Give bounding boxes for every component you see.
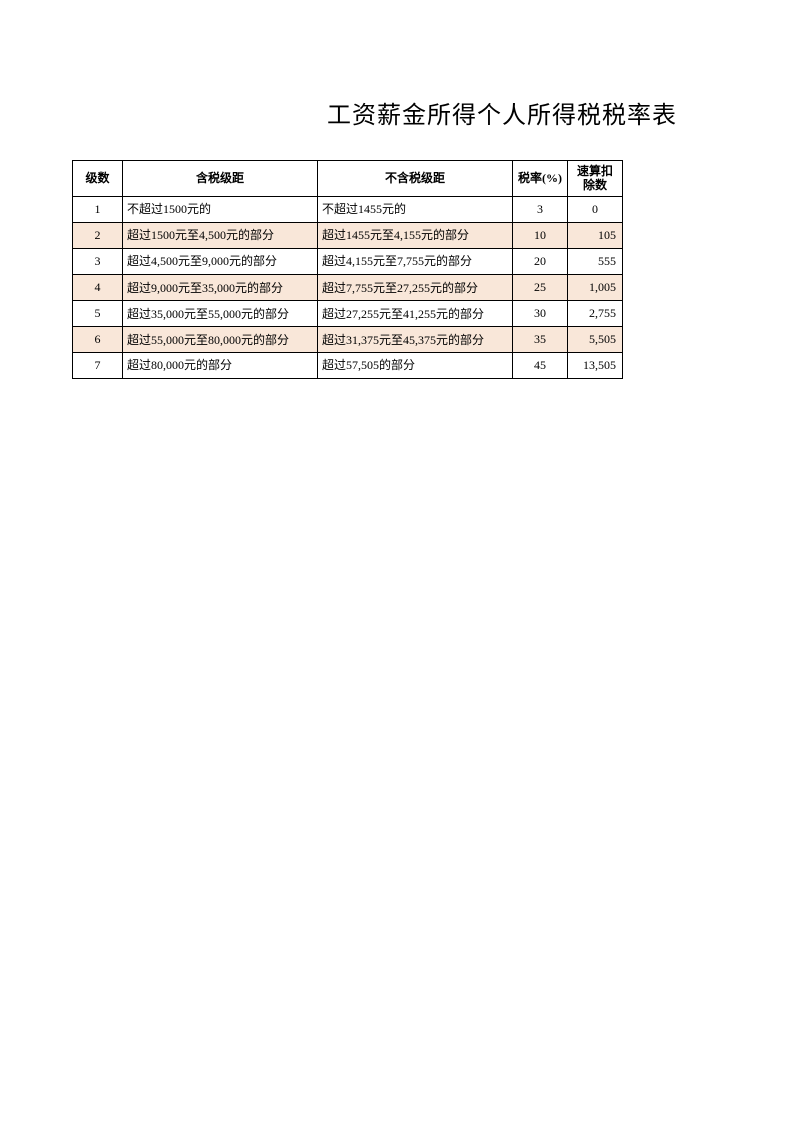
cell-ded: 105: [568, 223, 623, 249]
table-row: 6 超过55,000元至80,000元的部分 超过31,375元至45,375元…: [73, 327, 623, 353]
table-row: 7 超过80,000元的部分 超过57,505的部分 45 13,505: [73, 353, 623, 379]
tax-rate-table: 级数 含税级距 不含税级距 税率(%) 速算扣除数 1 不超过1500元的 不超…: [72, 160, 623, 379]
cell-incl: 超过9,000元至35,000元的部分: [123, 275, 318, 301]
table-row: 1 不超过1500元的 不超过1455元的 3 0: [73, 197, 623, 223]
cell-excl: 超过31,375元至45,375元的部分: [318, 327, 513, 353]
cell-incl: 不超过1500元的: [123, 197, 318, 223]
cell-level: 7: [73, 353, 123, 379]
table-body: 1 不超过1500元的 不超过1455元的 3 0 2 超过1500元至4,50…: [73, 197, 623, 379]
table-row: 5 超过35,000元至55,000元的部分 超过27,255元至41,255元…: [73, 301, 623, 327]
cell-incl: 超过4,500元至9,000元的部分: [123, 249, 318, 275]
cell-rate: 45: [513, 353, 568, 379]
cell-excl: 不超过1455元的: [318, 197, 513, 223]
cell-ded: 555: [568, 249, 623, 275]
cell-rate: 30: [513, 301, 568, 327]
table-row: 4 超过9,000元至35,000元的部分 超过7,755元至27,255元的部…: [73, 275, 623, 301]
cell-incl: 超过35,000元至55,000元的部分: [123, 301, 318, 327]
cell-incl: 超过55,000元至80,000元的部分: [123, 327, 318, 353]
cell-excl: 超过4,155元至7,755元的部分: [318, 249, 513, 275]
cell-ded: 2,755: [568, 301, 623, 327]
cell-level: 3: [73, 249, 123, 275]
col-header-level: 级数: [73, 161, 123, 197]
cell-incl: 超过1500元至4,500元的部分: [123, 223, 318, 249]
table-row: 3 超过4,500元至9,000元的部分 超过4,155元至7,755元的部分 …: [73, 249, 623, 275]
cell-ded: 13,505: [568, 353, 623, 379]
tax-table-wrap: 级数 含税级距 不含税级距 税率(%) 速算扣除数 1 不超过1500元的 不超…: [72, 160, 623, 379]
col-header-nontaxable-bracket: 不含税级距: [318, 161, 513, 197]
cell-level: 4: [73, 275, 123, 301]
cell-excl: 超过57,505的部分: [318, 353, 513, 379]
cell-level: 5: [73, 301, 123, 327]
cell-rate: 20: [513, 249, 568, 275]
col-header-rate: 税率(%): [513, 161, 568, 197]
cell-excl: 超过7,755元至27,255元的部分: [318, 275, 513, 301]
cell-ded: 5,505: [568, 327, 623, 353]
page-title: 工资薪金所得个人所得税税率表: [0, 95, 794, 130]
cell-ded: 0: [568, 197, 623, 223]
cell-excl: 超过27,255元至41,255元的部分: [318, 301, 513, 327]
cell-level: 6: [73, 327, 123, 353]
table-header-row: 级数 含税级距 不含税级距 税率(%) 速算扣除数: [73, 161, 623, 197]
col-header-deduction: 速算扣除数: [568, 161, 623, 197]
cell-level: 2: [73, 223, 123, 249]
cell-ded: 1,005: [568, 275, 623, 301]
page: 工资薪金所得个人所得税税率表 级数 含税级距 不含税级距 税率(%) 速算扣除数…: [0, 0, 794, 1123]
table-row: 2 超过1500元至4,500元的部分 超过1455元至4,155元的部分 10…: [73, 223, 623, 249]
col-header-taxable-bracket: 含税级距: [123, 161, 318, 197]
cell-incl: 超过80,000元的部分: [123, 353, 318, 379]
cell-excl: 超过1455元至4,155元的部分: [318, 223, 513, 249]
cell-rate: 35: [513, 327, 568, 353]
cell-rate: 3: [513, 197, 568, 223]
cell-rate: 10: [513, 223, 568, 249]
cell-rate: 25: [513, 275, 568, 301]
cell-level: 1: [73, 197, 123, 223]
